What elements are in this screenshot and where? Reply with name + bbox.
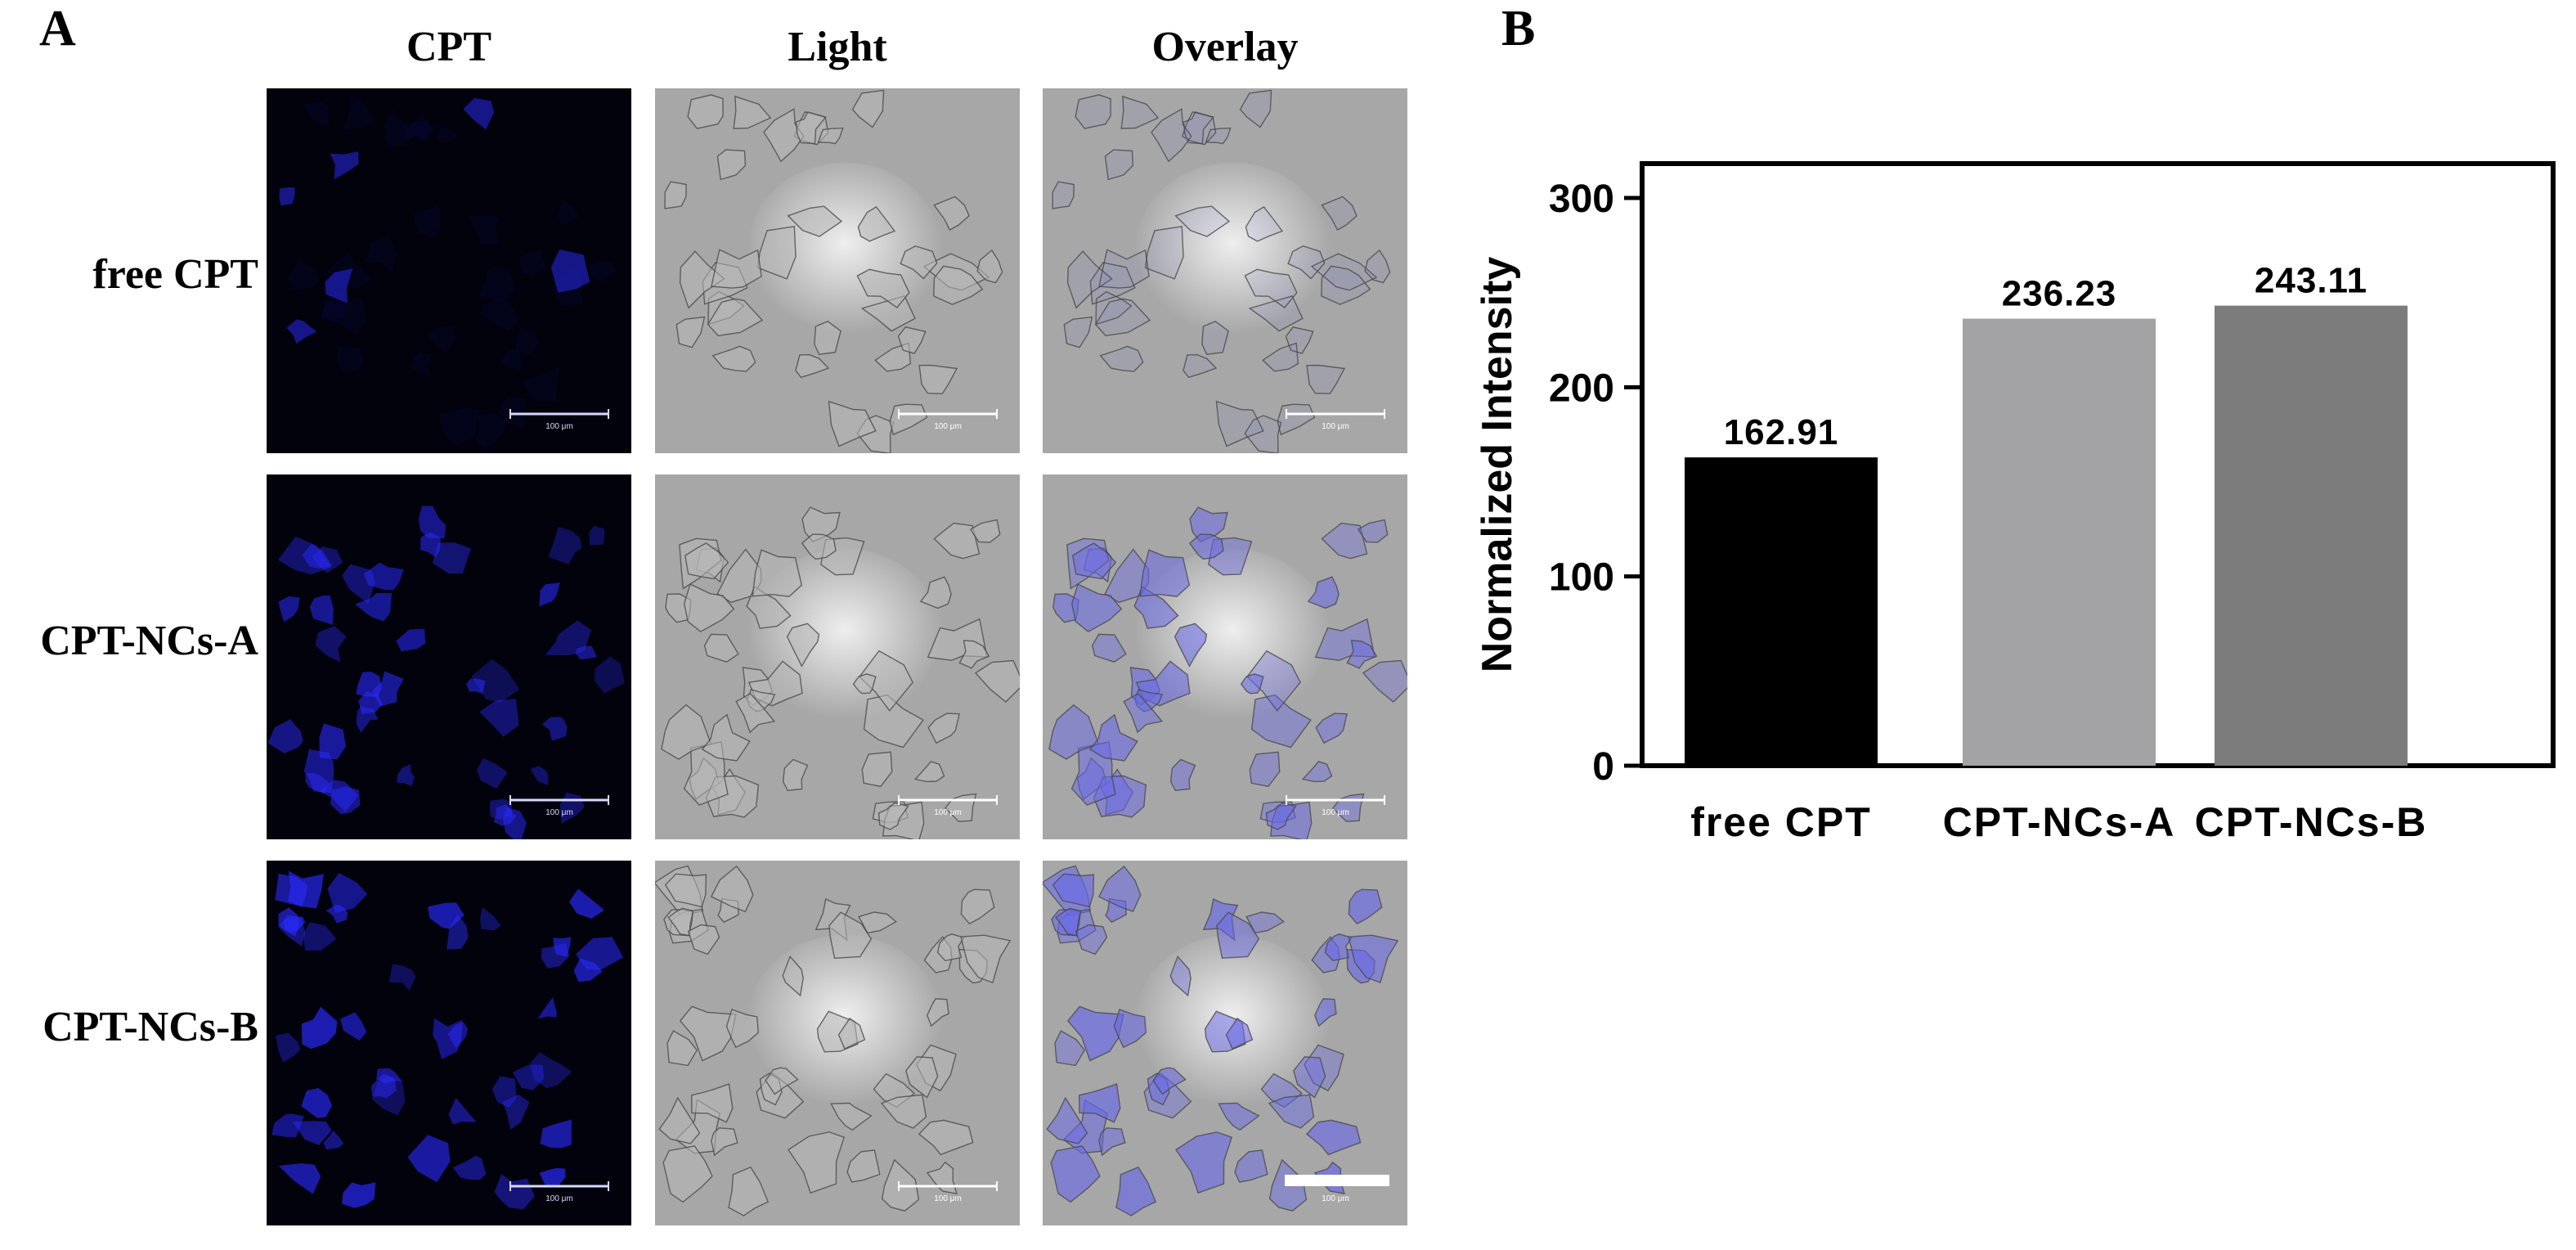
bar-value-label: 236.23 bbox=[2002, 274, 2117, 314]
column-header-light: Light bbox=[788, 24, 887, 70]
bar-3 bbox=[2215, 305, 2408, 766]
y-tick-label: 200 bbox=[1549, 366, 1614, 410]
svg-text:100 μm: 100 μm bbox=[1322, 422, 1349, 431]
bar-chart-svg: 0 100 200 300 Normalized Intensity 162.91 free… bbox=[1474, 161, 2556, 845]
svg-text:100 μm: 100 μm bbox=[934, 808, 962, 817]
micrograph-free-cpt-overlay: 100 μm bbox=[1043, 88, 1407, 453]
panel-b-letter: B bbox=[1501, 1, 1536, 56]
row-label-cpt-ncs-a: CPT-NCs-A bbox=[40, 618, 258, 664]
row-label-cpt-ncs-b: CPT-NCs-B bbox=[43, 1004, 258, 1050]
y-axis-label: Normalized Intensity bbox=[1474, 257, 1521, 673]
x-tick-label: CPT-NCs-B bbox=[2195, 799, 2428, 845]
row-label-free-cpt: free CPT bbox=[92, 251, 258, 298]
bar-value-label: 162.91 bbox=[1724, 412, 1839, 452]
bar-1 bbox=[1685, 457, 1878, 766]
y-tick-label: 0 bbox=[1592, 745, 1614, 789]
svg-text:100 μm: 100 μm bbox=[545, 808, 573, 817]
svg-text:100 μm: 100 μm bbox=[545, 1194, 573, 1203]
svg-text:100 μm: 100 μm bbox=[934, 1194, 962, 1203]
micrograph-cpt-ncs-a-cpt: 100 μm bbox=[267, 474, 631, 839]
svg-text:100 μm: 100 μm bbox=[545, 422, 573, 431]
panel-a-letter: A bbox=[39, 1, 76, 56]
micrograph-cpt-ncs-a-overlay: 100 μm bbox=[1043, 474, 1407, 839]
micrograph-cpt-ncs-b-cpt: 100 μm bbox=[267, 861, 631, 1225]
bar-chart: 0 100 200 300 Normalized Intensity 162.91 free… bbox=[1439, 131, 2576, 900]
bar-value-label: 243.11 bbox=[2255, 261, 2367, 301]
x-tick-label: CPT-NCs-A bbox=[1943, 799, 2176, 845]
svg-text:100 μm: 100 μm bbox=[934, 422, 962, 431]
y-tick-label: 300 bbox=[1549, 178, 1614, 221]
bar-2 bbox=[1963, 318, 2156, 767]
micrograph-cpt-ncs-b-overlay: 100 μm bbox=[1043, 861, 1407, 1225]
svg-text:100 μm: 100 μm bbox=[1322, 1194, 1349, 1203]
micrograph-free-cpt-cpt: 100 μm bbox=[267, 88, 631, 453]
micrograph-free-cpt-light: 100 μm bbox=[655, 88, 1020, 453]
micrograph-cpt-ncs-a-light: 100 μm bbox=[655, 474, 1020, 839]
x-tick-label: free CPT bbox=[1690, 799, 1872, 845]
svg-text:100 μm: 100 μm bbox=[1322, 808, 1349, 817]
column-header-overlay: Overlay bbox=[1151, 24, 1299, 70]
y-tick-label: 100 bbox=[1549, 556, 1614, 600]
micrograph-cpt-ncs-b-light: 100 μm bbox=[655, 861, 1020, 1225]
column-header-cpt: CPT bbox=[406, 24, 491, 70]
